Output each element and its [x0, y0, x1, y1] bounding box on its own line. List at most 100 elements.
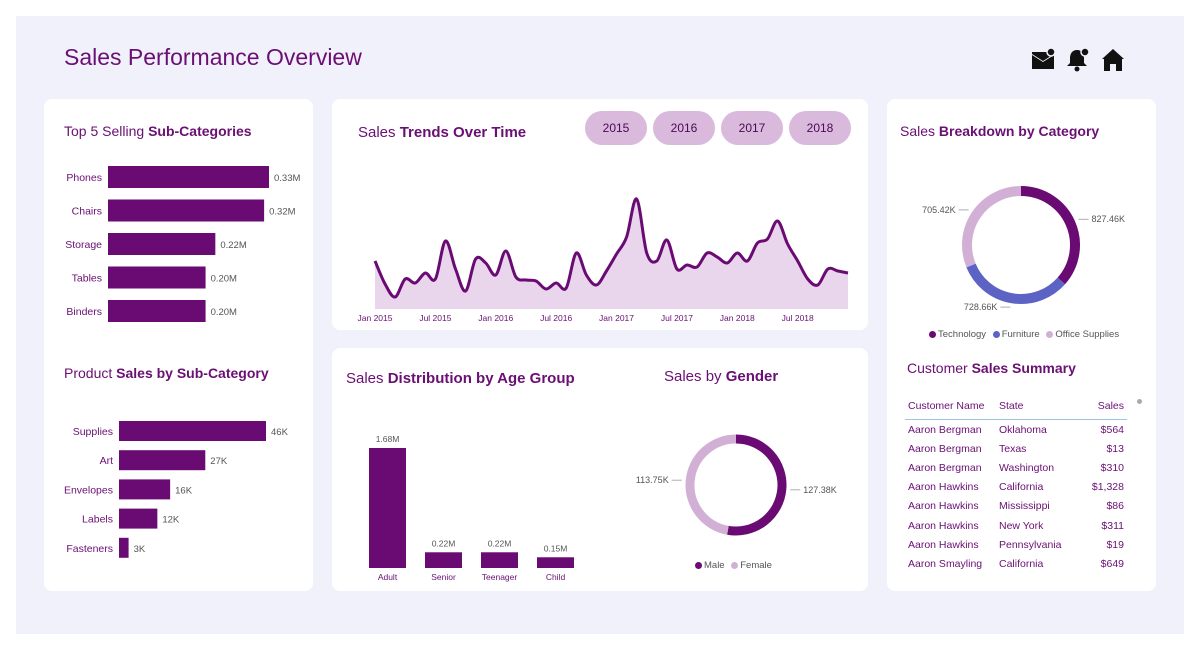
cell-customer: Aaron Hawkins — [908, 538, 979, 551]
category-donut-chart: 827.46K 728.66K 705.42K — [922, 186, 1125, 312]
age-gender-card: Sales Distribution by Age Group 1.68M Adu… — [332, 348, 868, 591]
cell-sales: $1,328 — [1091, 481, 1124, 494]
bar — [108, 233, 216, 255]
cell-sales: $649 — [1100, 557, 1124, 570]
bar — [119, 537, 129, 558]
table-row: Aaron Bergman Texas $13 — [905, 439, 1127, 458]
category-label: Senior — [431, 572, 456, 582]
column-header-state[interactable]: State — [996, 399, 1077, 420]
category-label: Labels — [82, 514, 113, 526]
cell-sales: $564 — [1100, 423, 1124, 436]
column-header-sales[interactable]: Sales — [1077, 399, 1127, 420]
category-title: Sales Breakdown by Category — [900, 123, 1100, 139]
bar — [425, 552, 462, 568]
cell-customer: Aaron Hawkins — [908, 481, 979, 494]
cell-state: Oklahoma — [999, 423, 1047, 436]
customer-table: Customer Name State Sales Aaron Bergman O… — [905, 399, 1127, 574]
donut-slice — [1020, 186, 1080, 285]
category-label: Phones — [66, 172, 102, 184]
category-legend: Technology Furniture Office Supplies — [929, 329, 1123, 340]
table-row: Aaron Hawkins California $1,328 — [905, 478, 1127, 497]
table-row: Aaron Smayling California $649 — [905, 554, 1127, 573]
data-label: 113.75K — [636, 475, 669, 485]
column-header-customer[interactable]: Customer Name — [905, 399, 996, 420]
table-row: Aaron Bergman Washington $310 — [905, 458, 1127, 477]
category-label: Storage — [65, 239, 102, 251]
year-filter-2018[interactable]: 2018 — [789, 111, 851, 145]
data-label: 705.42K — [922, 205, 956, 215]
trend-line — [373, 197, 849, 299]
data-label: 728.66K — [964, 302, 998, 312]
bar — [108, 300, 206, 322]
category-label: Supplies — [73, 426, 113, 438]
category-customer-card: Sales Breakdown by Category 827.46K 728.6… — [887, 99, 1156, 591]
year-filter-2017[interactable]: 2017 — [721, 111, 783, 145]
cell-customer: Aaron Bergman — [908, 461, 982, 474]
legend-male: Male — [695, 560, 725, 571]
cell-state: Washington — [999, 461, 1055, 474]
bar — [481, 552, 518, 568]
donut-slice — [685, 434, 737, 535]
mail-icon[interactable] — [1030, 47, 1056, 73]
cell-customer: Aaron Bergman — [908, 423, 982, 436]
x-tick-label: Jan 2016 — [478, 313, 513, 323]
scrollbar-thumb[interactable] — [1137, 399, 1142, 404]
bar — [537, 557, 574, 568]
data-label: 0.20M — [211, 274, 237, 285]
x-tick-label: Jul 2017 — [661, 313, 693, 323]
donut-slice — [727, 434, 787, 536]
donut-slice — [966, 263, 1066, 304]
legend-female: Female — [731, 560, 772, 571]
cell-sales: $19 — [1106, 538, 1124, 551]
age-title: Sales Distribution by Age Group — [346, 370, 575, 387]
cell-state: California — [999, 481, 1044, 494]
product-sales-title: Product Sales by Sub-Category — [64, 365, 269, 381]
x-tick-label: Jul 2015 — [419, 313, 451, 323]
trend-area-fill — [375, 198, 848, 309]
category-label: Fasteners — [66, 543, 113, 555]
data-label: 3K — [134, 544, 146, 555]
age-bar-chart: 1.68M Adult 0.22M Senior 0.22M Teenager 0.15M C… — [369, 434, 574, 582]
cell-sales: $310 — [1100, 461, 1124, 474]
year-filter-2015[interactable]: 2015 — [585, 111, 647, 145]
data-label: 1.68M — [376, 434, 400, 444]
x-tick-label: Jul 2016 — [540, 313, 572, 323]
bar — [369, 448, 406, 568]
cell-state: Mississippi — [999, 500, 1050, 513]
cell-state: Texas — [999, 442, 1027, 455]
home-icon[interactable] — [1100, 47, 1126, 73]
cell-sales: $13 — [1106, 442, 1124, 455]
x-tick-label: Jan 2018 — [720, 313, 755, 323]
data-label: 0.15M — [544, 543, 568, 553]
table-row: Aaron Bergman Oklahoma $564 — [905, 420, 1127, 440]
gender-legend: Male Female — [695, 560, 776, 571]
sub-category-card: Top 5 Selling Sub-Categories Phones 0.33M… — [44, 99, 313, 591]
legend-office-supplies: Office Supplies — [1046, 329, 1119, 340]
category-label: Binders — [66, 306, 102, 318]
product-sales-bar-chart: Supplies 46K Art 27K Envelopes 16K Labels 12K Fa… — [64, 421, 289, 558]
cell-state: California — [999, 557, 1044, 570]
dashboard-canvas: Sales Performance Overview Top 5 Selling… — [16, 16, 1184, 634]
data-label: 0.20M — [211, 307, 237, 318]
legend-technology: Technology — [929, 329, 986, 340]
donut-slice — [962, 186, 1022, 268]
cell-customer: Aaron Hawkins — [908, 500, 979, 513]
gender-title: Sales by Gender — [664, 368, 779, 385]
cell-state: New York — [999, 519, 1044, 532]
bar — [108, 199, 265, 222]
category-label: Adult — [378, 572, 398, 582]
year-filter-2016[interactable]: 2016 — [653, 111, 715, 145]
top5-title: Top 5 Selling Sub-Categories — [64, 123, 252, 139]
bell-icon[interactable] — [1064, 47, 1090, 73]
trends-card: Sales Trends Over Time 2015 2016 2017 20… — [332, 99, 868, 330]
category-label: Teenager — [482, 572, 518, 582]
table-row: Aaron Hawkins New York $311 — [905, 516, 1127, 535]
cell-sales: $86 — [1106, 500, 1124, 513]
gender-donut-chart: 127.38K 113.75K — [636, 434, 837, 536]
cell-customer: Aaron Bergman — [908, 442, 982, 455]
data-label: 127.38K — [803, 485, 837, 495]
legend-furniture: Furniture — [992, 329, 1040, 340]
category-label: Tables — [72, 273, 102, 285]
bar — [119, 479, 171, 500]
category-label: Child — [546, 572, 566, 582]
